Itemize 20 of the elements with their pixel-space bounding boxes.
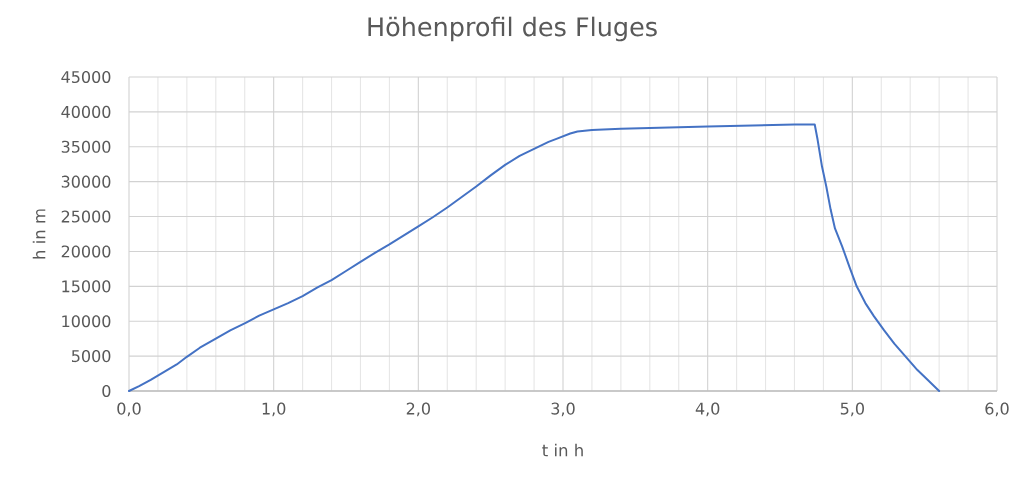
x-tick-label: 1,0 [262,402,286,417]
y-tick-label: 40000 [61,105,111,118]
x-tick-label: 4,0 [695,402,720,417]
y-tick-label: 15000 [62,280,111,293]
x-axis-title: t in h [542,443,583,457]
chart-title: Höhenprofil des Fluges [368,16,657,42]
y-tick-label: 0 [102,384,111,398]
y-tick-label: 45000 [61,70,111,84]
x-tick-label: 0,0 [117,402,141,417]
y-tick-label: 35000 [61,140,111,153]
y-tick-label: 25000 [61,210,111,223]
x-tick-label: 5,0 [840,402,864,417]
y-tick-label: 5000 [71,350,111,363]
x-tick-label: 3,0 [551,402,575,417]
y-tick-label: 10000 [62,315,111,328]
x-tick-label: 2,0 [406,402,430,417]
y-axis-title: h in m [32,209,46,259]
y-tick-label: 20000 [61,245,111,258]
y-tick-label: 30000 [61,175,111,188]
x-tick-label: 6,0 [985,402,1009,417]
